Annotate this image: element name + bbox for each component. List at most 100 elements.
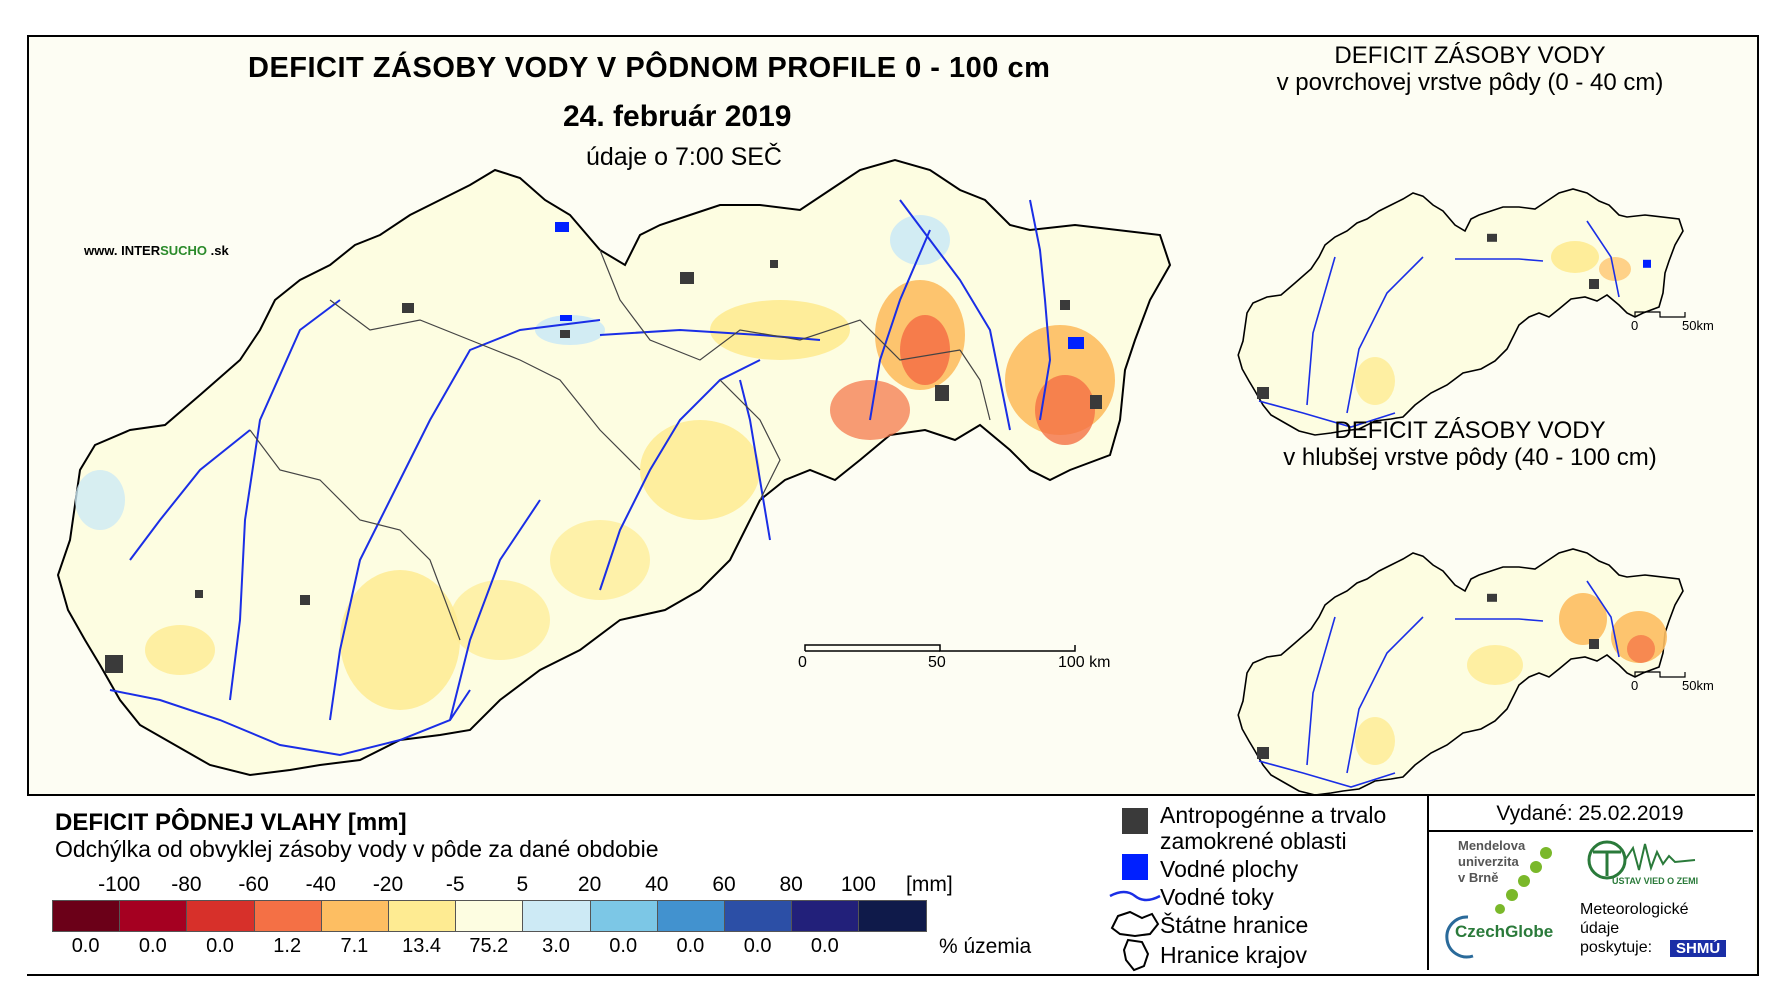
side-map-deep (1237, 548, 1684, 796)
legend-tick: 40 (645, 873, 669, 896)
symbol-region-borders-label: Hranice krajov (1160, 942, 1307, 968)
side-map-surface (1237, 188, 1684, 436)
urban-areas-main (105, 260, 1102, 673)
legend-unit: [mm] (906, 873, 953, 896)
legend-swatch (253, 900, 322, 932)
deficit-patches-main (75, 215, 1115, 710)
website-suffix: .sk (210, 243, 229, 258)
legend-percent-value: 7.1 (340, 935, 369, 957)
water-body-icon (1122, 854, 1148, 880)
legend-tick: 5 (516, 873, 529, 896)
anthropogenic-area-icon (1122, 808, 1148, 834)
shmu-logo: SHMÚ (1670, 940, 1727, 957)
mendel-line-3: v Brně (1458, 870, 1499, 885)
main-scale-bar (804, 644, 1076, 652)
legend-percent-value: 0.0 (810, 935, 839, 957)
meteo-line-1: Meteorologické (1580, 901, 1689, 918)
website-brand-a: INTER (121, 243, 161, 258)
stream-icon (1109, 890, 1161, 902)
legend-swatch (656, 900, 725, 932)
region-border-icon (1122, 938, 1150, 972)
legend-percent-value: 0.0 (743, 935, 772, 957)
side-map-1-scale-50: 50km (1682, 318, 1714, 333)
water-bodies-main (555, 222, 1084, 349)
side-map-1-title-line2: v povrchovej vrstve pôdy (0 - 40 cm) (1276, 69, 1664, 96)
state-border-icon (1110, 910, 1160, 938)
legend-percent-value: 1.2 (273, 935, 302, 957)
issued-date: Vydané: 25.02.2019 (1427, 798, 1753, 832)
side-map-2-scale-50: 50km (1682, 678, 1714, 693)
mendel-logo-text: Mendelova univerzita v Brně (1458, 838, 1525, 886)
legend-swatch (388, 900, 457, 932)
mendel-line-1: Mendelova (1458, 838, 1526, 853)
legend-tick: -100 (98, 873, 141, 896)
legend-percent-value: 0.0 (676, 935, 705, 957)
main-map-date: 24. február 2019 (563, 100, 792, 133)
meteo-line-2: údaje (1580, 920, 1620, 937)
legend-percent-value: 0.0 (138, 935, 167, 957)
legend-tick: 60 (712, 873, 736, 896)
side2-scale-bar (1634, 671, 1686, 678)
website-prefix: www. (84, 243, 118, 258)
main-map-time: údaje o 7:00 SEČ (586, 143, 782, 171)
symbol-water-bodies-label: Vodné plochy (1160, 856, 1299, 882)
legend-percent-value: 0.0 (206, 935, 234, 957)
legend-tick: -5 (445, 873, 465, 896)
meteo-provider-text: Meteorologické údaje poskytuje: (1580, 900, 1689, 957)
czechglobe-logo: CzechGlobe (1455, 922, 1554, 941)
legend-percent-value: 0.0 (609, 935, 638, 957)
main-scale-label-0: 0 (798, 654, 807, 671)
symbol-state-borders-label: Štátne hranice (1160, 912, 1309, 938)
mendel-line-2: univerzita (1458, 854, 1519, 869)
symbol-anthropogenic-label-2: zamokrené oblasti (1160, 828, 1347, 854)
legend-percent-value: 3.0 (542, 935, 570, 957)
legend-percent-label: % územia (939, 935, 1032, 958)
legend-tick: -80 (171, 873, 202, 896)
side-map-2-scale-0: 0 (1631, 678, 1639, 693)
legend-swatch (724, 900, 793, 932)
side-map-1-title: DEFICIT ZÁSOBY VODY v povrchovej vrstve … (1220, 42, 1720, 96)
main-map (56, 158, 1172, 777)
czechglobe-swirl-icon (1445, 915, 1474, 959)
meteo-line-3: poskytuje: (1580, 939, 1653, 956)
rivers-main (109, 199, 1052, 757)
legend-tick: 20 (577, 873, 602, 896)
main-map-title: DEFICIT ZÁSOBY VODY V PÔDNOM PROFILE 0 -… (248, 52, 1051, 84)
side-map-2-title: DEFICIT ZÁSOBY VODY v hlubšej vrstve pôd… (1220, 417, 1720, 471)
legend-swatch (186, 900, 255, 932)
side-map-1-scale-0: 0 (1631, 318, 1639, 333)
symbol-anthropogenic-label: Antropogénne a trvalo (1160, 802, 1387, 828)
side-map-2-title-line1: DEFICIT ZÁSOBY VODY (1334, 417, 1606, 444)
legend-swatch (522, 900, 591, 932)
legend-percent-value: 0.0 (71, 935, 100, 957)
side-map-1-title-line1: DEFICIT ZÁSOBY VODY (1334, 42, 1606, 69)
mendel-dots-icon (1495, 847, 1552, 914)
legend-tick: 80 (779, 873, 803, 896)
legend-tick: -20 (372, 873, 404, 896)
main-scale-label-50: 50 (928, 654, 946, 671)
legend-subtitle: Odchýlka od obvyklej zásoby vody v pôde … (55, 836, 659, 862)
legend-swatch (455, 900, 524, 932)
symbol-streams-label: Vodné toky (1160, 884, 1274, 910)
region-borders-main (249, 249, 991, 641)
main-scale-label-100: 100 km (1058, 654, 1111, 671)
legend-percent-value: 75.2 (469, 935, 509, 957)
legend-swatch (858, 900, 927, 932)
legend-tick: -40 (305, 873, 336, 896)
credits-box (1427, 796, 1755, 970)
legend-tick: 100 (840, 873, 876, 896)
ustav-logo-icon (1587, 840, 1696, 880)
side1-scale-bar (1634, 311, 1686, 318)
ustav-logo-text: ÚSTAV VIED O ZEMI (1612, 876, 1699, 886)
legend-swatch (320, 900, 389, 932)
legend-swatch (791, 900, 860, 932)
website-brand-b: SUCHO (160, 243, 208, 258)
website-logo: www. INTERSUCHO .sk (84, 243, 229, 258)
legend-title: DEFICIT PÔDNEJ VLAHY [mm] (55, 809, 407, 836)
legend-tick: -60 (238, 873, 269, 896)
side-map-2-title-line2: v hlubšej vrstve pôdy (40 - 100 cm) (1283, 444, 1657, 471)
legend-percent-value: 13.4 (402, 935, 442, 957)
legend-panel (27, 794, 1755, 974)
